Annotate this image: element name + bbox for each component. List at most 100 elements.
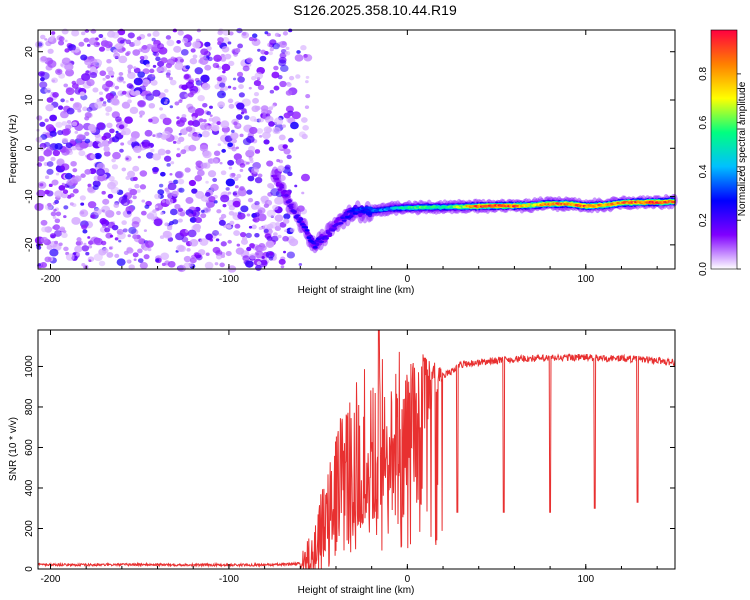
noise-blob xyxy=(120,130,127,136)
noise-blob xyxy=(155,132,162,139)
noise-blob xyxy=(141,79,150,86)
noise-blob xyxy=(96,98,101,102)
noise-blob xyxy=(147,33,152,37)
noise-blob xyxy=(118,55,128,64)
noise-blob xyxy=(248,225,253,229)
noise-blob xyxy=(284,229,288,233)
noise-blob xyxy=(185,229,189,233)
colorbar-gradient xyxy=(710,29,738,270)
noise-blob xyxy=(164,88,169,93)
noise-blob xyxy=(178,187,185,193)
noise-blob xyxy=(190,48,196,53)
noise-blob xyxy=(259,135,263,138)
noise-blob xyxy=(89,72,98,79)
noise-blob xyxy=(105,112,110,116)
noise-blob xyxy=(120,142,125,146)
noise-blob xyxy=(187,229,197,238)
noise-blob xyxy=(106,58,112,64)
noise-blob xyxy=(83,242,87,246)
noise-blob xyxy=(217,101,225,108)
noise-blob xyxy=(84,59,92,66)
noise-blob xyxy=(116,76,125,83)
noise-blob xyxy=(217,37,224,43)
noise-blob xyxy=(109,234,114,238)
noise-blob xyxy=(235,247,245,255)
noise-blob xyxy=(61,137,69,144)
noise-blob xyxy=(285,46,290,51)
noise-blob xyxy=(212,177,218,182)
noise-blob xyxy=(202,206,211,214)
y-tick-label: 0 xyxy=(24,566,35,572)
spectrogram-y-ticks: -20 -10 0 10 20 xyxy=(24,46,675,252)
noise-blob xyxy=(65,87,75,95)
noise-blob xyxy=(54,240,59,245)
noise-blob xyxy=(122,228,128,233)
noise-blob xyxy=(165,198,174,205)
noise-blob xyxy=(151,37,156,42)
noise-blob xyxy=(64,48,70,53)
noise-blob xyxy=(81,263,86,267)
noise-blob xyxy=(118,124,125,130)
noise-blob xyxy=(227,191,232,195)
noise-blob xyxy=(110,186,120,194)
noise-blob xyxy=(129,90,136,96)
noise-blob xyxy=(53,208,57,212)
noise-blob xyxy=(79,195,86,201)
noise-blob xyxy=(263,139,270,145)
noise-blob xyxy=(238,84,244,90)
noise-blob xyxy=(218,233,222,237)
noise-blob xyxy=(303,54,313,62)
noise-blob xyxy=(157,148,166,156)
noise-blob xyxy=(265,127,272,133)
noise-blob xyxy=(105,106,113,113)
noise-blob xyxy=(44,87,52,94)
noise-blob xyxy=(70,160,77,167)
noise-blob xyxy=(40,236,49,244)
noise-blob xyxy=(133,77,143,86)
noise-blob xyxy=(67,44,76,52)
signal-core xyxy=(303,226,309,229)
noise-blob xyxy=(114,237,119,241)
noise-blob xyxy=(118,239,122,243)
noise-blob xyxy=(133,67,141,74)
snr-x-ticks: -200 -100 0 100 xyxy=(40,330,658,585)
noise-blob xyxy=(72,168,78,173)
noise-blob xyxy=(239,185,245,191)
noise-blob xyxy=(104,41,113,49)
noise-blob xyxy=(194,67,204,75)
noise-blob xyxy=(211,124,220,132)
noise-blob xyxy=(71,29,80,37)
noise-blob xyxy=(212,246,221,254)
noise-blob xyxy=(178,99,183,104)
noise-blob xyxy=(45,124,55,132)
noise-blob xyxy=(87,244,93,249)
noise-blob xyxy=(201,82,211,91)
noise-blob xyxy=(163,101,168,105)
noise-blob xyxy=(87,183,92,188)
noise-blob xyxy=(181,113,187,119)
noise-blob xyxy=(102,77,106,81)
noise-blob xyxy=(69,202,74,206)
noise-blob xyxy=(60,98,65,103)
noise-blob xyxy=(216,65,220,68)
noise-blob xyxy=(185,196,194,204)
signal-core xyxy=(300,222,305,226)
noise-blob xyxy=(81,31,86,36)
noise-blob xyxy=(257,173,263,178)
noise-blob xyxy=(166,225,173,231)
spectrogram-y-axis-label: Frequency (Hz) xyxy=(8,115,19,184)
noise-blob xyxy=(87,236,91,239)
noise-blob xyxy=(256,127,264,134)
noise-blob xyxy=(209,238,214,242)
noise-blob xyxy=(301,191,305,195)
noise-blob xyxy=(166,39,175,47)
signal-core xyxy=(283,194,289,197)
noise-blob xyxy=(111,164,119,170)
noise-blob xyxy=(66,107,75,115)
noise-blob xyxy=(226,224,232,229)
noise-blob xyxy=(133,145,141,152)
noise-blob xyxy=(236,243,241,247)
noise-blob xyxy=(254,72,264,80)
signal-core xyxy=(275,184,281,187)
